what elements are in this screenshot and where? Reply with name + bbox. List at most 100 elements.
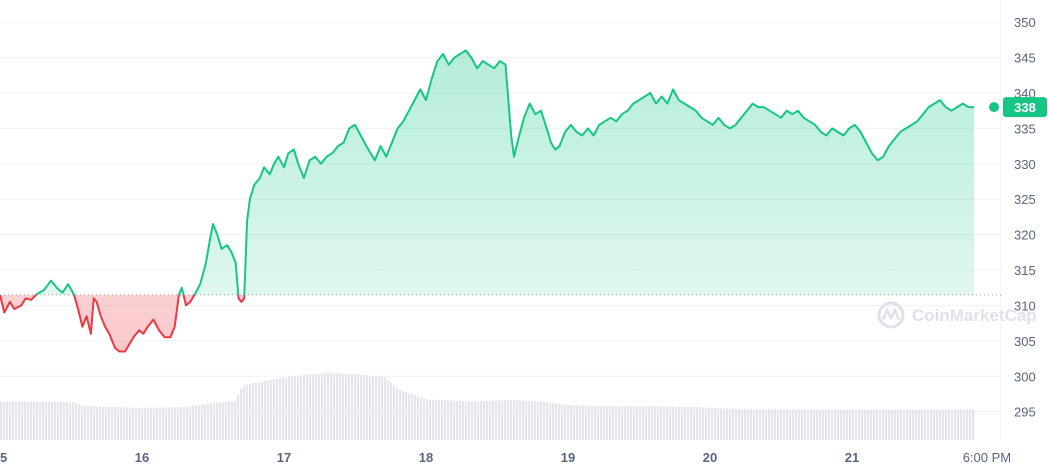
volume-bar <box>606 406 609 440</box>
volume-bar <box>852 409 855 440</box>
volume-bar <box>630 406 633 440</box>
volume-bar <box>447 400 450 440</box>
volume-bar <box>633 406 636 440</box>
volume-bar <box>372 375 375 440</box>
volume-bar <box>651 406 654 440</box>
line-down-segment <box>0 294 246 353</box>
volume-bar <box>51 402 54 440</box>
volume-bar <box>411 394 414 440</box>
volume-bar <box>810 409 813 440</box>
volume-bar <box>45 401 48 440</box>
volume-bar <box>549 402 552 440</box>
volume-bar <box>537 401 540 440</box>
volume-bar <box>63 402 66 440</box>
price-tag-box <box>1003 97 1047 118</box>
volume-bar <box>345 373 348 440</box>
volume-bar <box>18 401 21 440</box>
volume-bar <box>3 401 6 440</box>
volume-bar <box>36 401 39 440</box>
volume-bar <box>720 408 723 440</box>
volume-bar <box>771 409 774 440</box>
volume-bar <box>393 385 396 440</box>
volume-bar <box>846 409 849 440</box>
volume-bar <box>798 409 801 440</box>
volume-bar <box>666 406 669 440</box>
price-area <box>0 50 975 352</box>
volume-bar <box>483 401 486 440</box>
y-tick-label: 345 <box>1014 51 1036 66</box>
volume-bar <box>660 406 663 440</box>
volume-bar <box>135 407 138 440</box>
y-tick-label: 310 <box>1014 298 1036 313</box>
volume-bar <box>711 407 714 440</box>
volume-bar <box>9 401 12 440</box>
volume-bar <box>909 409 912 440</box>
volume-bar <box>801 409 804 440</box>
volume-bar <box>702 407 705 440</box>
volume-bar <box>579 405 582 440</box>
volume-bar <box>69 402 72 440</box>
volume-bar <box>825 409 828 440</box>
volume-bar <box>123 407 126 440</box>
volume-bar <box>417 396 420 440</box>
volume-bar <box>207 403 210 440</box>
volume-bar <box>348 373 351 440</box>
volume-bar <box>585 405 588 440</box>
volume-bar <box>753 409 756 440</box>
volume-bar <box>612 406 615 440</box>
volume-bar <box>408 393 411 440</box>
volume-bar <box>591 405 594 440</box>
volume-bar <box>588 405 591 440</box>
volume-bar <box>33 401 36 440</box>
volume-bar <box>141 407 144 440</box>
volume-bar <box>837 409 840 440</box>
volume-bar <box>477 401 480 440</box>
volume-bar <box>939 409 942 440</box>
volume-bar <box>129 407 132 440</box>
volume-bar <box>597 405 600 440</box>
volume-bar <box>462 401 465 440</box>
volume-bar <box>627 406 630 440</box>
y-tick-label: 295 <box>1014 405 1036 420</box>
volume-bar <box>183 407 186 440</box>
volume-bar <box>516 400 519 440</box>
volume-bar <box>888 409 891 440</box>
volume-bar <box>915 409 918 440</box>
volume-bar <box>276 378 279 440</box>
volume-bar <box>102 406 105 440</box>
volume-bar <box>273 379 276 440</box>
volume-bar <box>396 388 399 440</box>
volume-bar <box>969 409 972 440</box>
volume-bar <box>189 406 192 440</box>
x-tick-label: 15 <box>0 450 7 465</box>
volume-bar <box>870 409 873 440</box>
volume-bar <box>648 406 651 440</box>
volume-bar <box>900 409 903 440</box>
volume-bar <box>813 409 816 440</box>
volume-bar <box>324 373 327 440</box>
volume-bar <box>582 405 585 440</box>
logo-mark <box>881 306 901 321</box>
volume-bar <box>858 409 861 440</box>
volume-bar <box>573 405 576 440</box>
volume-bar <box>669 406 672 440</box>
volume-bar <box>624 406 627 440</box>
volume-bar <box>642 406 645 440</box>
volume-bar <box>456 400 459 440</box>
volume-bar <box>738 409 741 440</box>
volume-bar <box>690 407 693 440</box>
volume-bar <box>645 406 648 440</box>
volume-bar <box>603 406 606 440</box>
volume-bar <box>303 375 306 440</box>
volume-bar <box>600 406 603 440</box>
coinmarketcap-watermark: CoinMarketCap <box>877 301 1037 329</box>
volume-bar <box>942 409 945 440</box>
volume-bar <box>216 402 219 440</box>
volume-bar <box>654 406 657 440</box>
volume-bar <box>519 400 522 440</box>
volume-bar <box>636 406 639 440</box>
volume-bar <box>552 403 555 440</box>
volume-bar <box>693 407 696 440</box>
volume-bar <box>840 409 843 440</box>
volume-bar <box>759 409 762 440</box>
